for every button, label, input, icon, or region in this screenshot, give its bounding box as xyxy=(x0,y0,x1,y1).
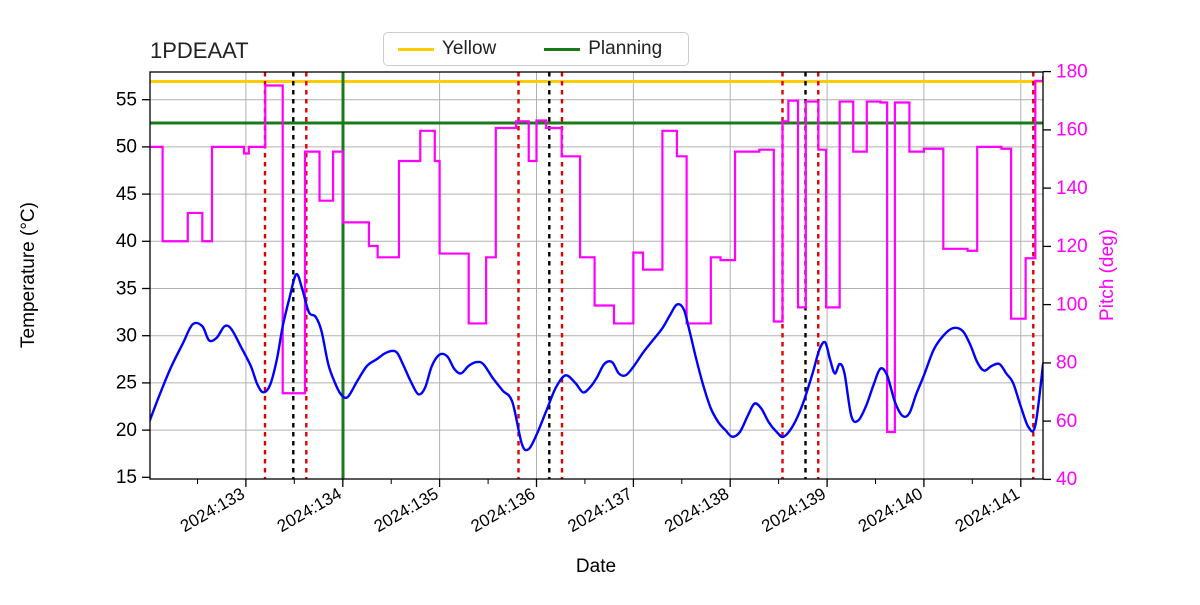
svg-text:2024:135: 2024:135 xyxy=(371,484,442,536)
svg-text:Temperature (°C): Temperature (°C) xyxy=(18,202,39,348)
svg-text:20: 20 xyxy=(116,420,137,441)
svg-text:50: 50 xyxy=(116,137,137,158)
svg-text:55: 55 xyxy=(116,90,137,111)
svg-text:160: 160 xyxy=(1056,120,1088,141)
svg-text:2024:133: 2024:133 xyxy=(177,484,248,536)
svg-text:45: 45 xyxy=(116,184,137,205)
svg-text:2024:138: 2024:138 xyxy=(661,484,732,536)
svg-text:30: 30 xyxy=(116,326,137,347)
svg-text:40: 40 xyxy=(1056,469,1077,490)
svg-text:100: 100 xyxy=(1056,294,1088,315)
svg-text:2024:137: 2024:137 xyxy=(564,484,635,536)
svg-text:140: 140 xyxy=(1056,178,1088,199)
svg-text:25: 25 xyxy=(116,373,137,394)
svg-text:2024:136: 2024:136 xyxy=(468,484,539,536)
svg-text:180: 180 xyxy=(1056,61,1088,82)
svg-text:60: 60 xyxy=(1056,411,1077,432)
svg-text:Pitch (deg): Pitch (deg) xyxy=(1097,229,1118,321)
svg-text:2024:139: 2024:139 xyxy=(758,484,829,536)
svg-text:80: 80 xyxy=(1056,353,1077,374)
svg-text:15: 15 xyxy=(116,467,137,488)
svg-text:35: 35 xyxy=(116,278,137,299)
svg-text:Date: Date xyxy=(576,556,616,577)
svg-text:40: 40 xyxy=(116,231,137,252)
svg-text:2024:141: 2024:141 xyxy=(952,484,1023,536)
svg-text:2024:140: 2024:140 xyxy=(855,484,926,536)
svg-text:2024:134: 2024:134 xyxy=(274,484,345,536)
svg-text:120: 120 xyxy=(1056,236,1088,257)
